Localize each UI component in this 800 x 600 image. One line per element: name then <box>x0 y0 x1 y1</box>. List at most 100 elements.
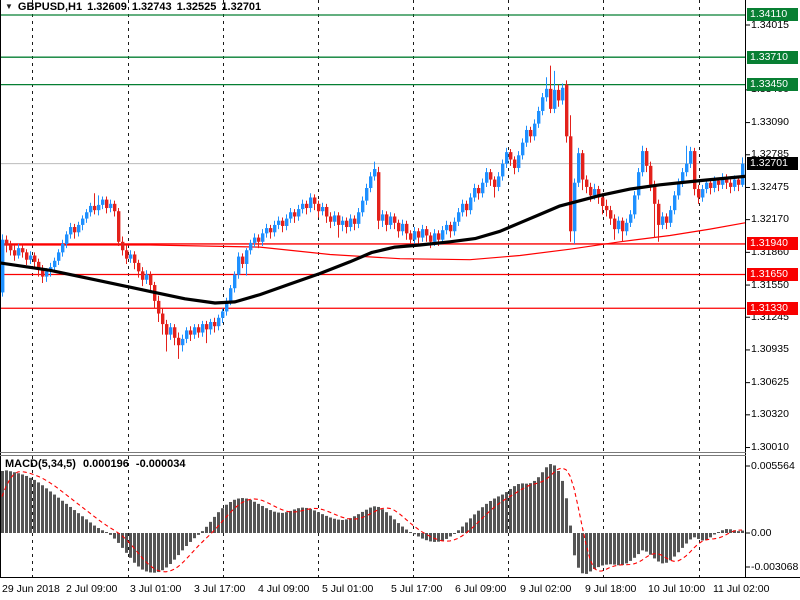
candle-body <box>441 230 445 240</box>
macd-bar <box>501 494 504 533</box>
macd-bar <box>309 508 312 533</box>
macd-bar <box>481 507 484 533</box>
macd-indicator-label: MACD(5,34,5) 0.000196 -0.000034 <box>5 458 189 470</box>
macd-bar <box>605 533 608 565</box>
candle-body <box>249 242 253 251</box>
macd-bar <box>93 525 96 533</box>
macd-bar <box>349 518 352 533</box>
candle-body <box>281 220 285 226</box>
candle-body <box>257 237 261 242</box>
price-level-badge: 1.34110 <box>747 8 798 21</box>
candle-body <box>501 163 505 177</box>
candle-body <box>525 129 529 143</box>
macd-bar <box>189 533 192 542</box>
candle-body <box>181 338 185 346</box>
macd-tick-label: 0.005564 <box>751 459 795 472</box>
macd-bar <box>9 471 12 533</box>
macd-bar <box>61 500 64 533</box>
price-level-badge: 1.33450 <box>747 78 798 91</box>
macd-bar <box>377 506 380 533</box>
macd-bar <box>409 532 412 534</box>
macd-bar <box>209 521 212 533</box>
macd-bar <box>509 488 512 533</box>
macd-bar <box>673 533 676 557</box>
candle-body <box>593 189 597 196</box>
candle-body <box>145 274 149 280</box>
candle-body <box>721 177 725 185</box>
candle-body <box>273 224 277 233</box>
candle-body <box>417 231 421 238</box>
candle-body <box>117 211 121 242</box>
macd-bar <box>697 533 700 539</box>
macd-bar <box>313 510 316 533</box>
macd-bar <box>273 511 276 533</box>
candle-body <box>709 182 713 188</box>
macd-bar <box>445 533 448 539</box>
candle-body <box>713 180 717 188</box>
macd-signal-value: -0.000034 <box>135 458 186 470</box>
candle-body <box>205 324 209 330</box>
macd-bar <box>569 525 572 533</box>
macd-bar <box>461 526 464 533</box>
macd-bar <box>657 533 660 562</box>
candle-body <box>693 151 697 190</box>
macd-bar <box>145 533 148 572</box>
candle-body <box>421 229 425 238</box>
macd-bar <box>637 533 640 555</box>
macd-bar <box>565 498 568 533</box>
macd-bar <box>737 531 740 533</box>
macd-bar <box>705 533 708 540</box>
macd-bar <box>297 508 300 533</box>
candle-body <box>225 300 229 312</box>
macd-bar <box>521 483 524 533</box>
macd-bar <box>285 512 288 533</box>
candle-body <box>29 255 33 260</box>
ohlc-low: 1.32525 <box>176 1 217 13</box>
candle-body <box>529 129 533 137</box>
price-tick-label: 1.32170 <box>751 213 789 225</box>
macd-bar <box>265 508 268 533</box>
candle-body <box>445 224 449 231</box>
macd-bar <box>381 509 384 533</box>
candle-body <box>73 227 77 233</box>
candle-body <box>533 123 537 137</box>
candle-body <box>313 197 317 204</box>
candle-body <box>553 89 557 109</box>
macd-bar <box>29 477 32 533</box>
candle-body <box>621 220 625 232</box>
macd-bar <box>49 491 52 533</box>
candle-body <box>657 203 661 225</box>
symbol-dropdown-icon[interactable]: ▼ <box>5 1 13 11</box>
candle-body <box>457 212 461 222</box>
candle-body <box>141 271 145 280</box>
candle-body <box>297 209 301 217</box>
candle-body <box>265 228 269 234</box>
candle-body <box>37 261 41 270</box>
candle-body <box>549 88 553 109</box>
ma-fast-line <box>0 174 746 305</box>
candle-body <box>513 159 517 168</box>
candle-body <box>157 300 161 314</box>
macd-bar <box>405 529 408 533</box>
macd-bar <box>65 503 68 533</box>
candle-body <box>193 327 197 335</box>
macd-bar <box>157 533 160 573</box>
macd-main-value: 0.000196 <box>82 458 129 470</box>
candle-body <box>437 233 441 240</box>
candle-body <box>669 210 673 223</box>
macd-bar <box>329 517 332 533</box>
candle-body <box>677 182 681 196</box>
candle-body <box>13 250 17 256</box>
macd-bar <box>293 509 296 533</box>
macd-bar <box>589 533 592 572</box>
macd-bar <box>633 533 636 558</box>
macd-bar <box>733 530 736 533</box>
macd-bar <box>425 533 428 541</box>
candle-body <box>541 97 545 111</box>
macd-bar <box>469 518 472 533</box>
candle-body <box>493 179 497 187</box>
candle-body <box>341 220 345 225</box>
candle-body <box>41 269 45 277</box>
day-separator-gridlines <box>32 0 700 452</box>
